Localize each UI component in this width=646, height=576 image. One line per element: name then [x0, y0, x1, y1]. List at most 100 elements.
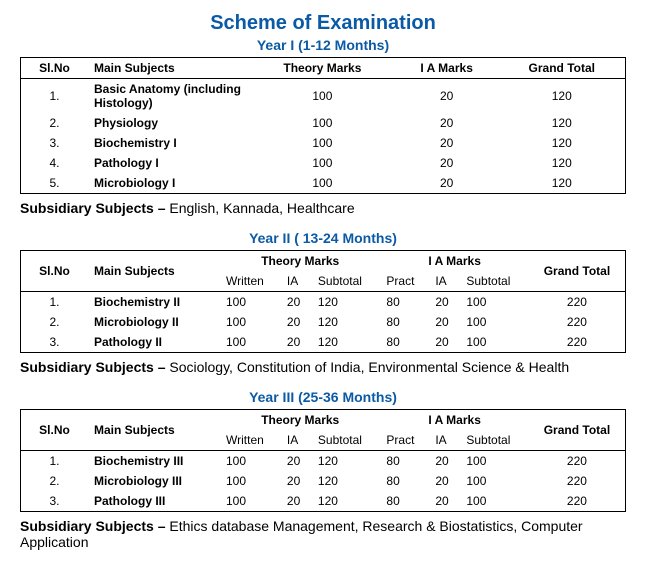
cell-total: 120	[498, 153, 625, 173]
year3-body: 1. Biochemistry III 100 20 120 80 20 100…	[21, 451, 626, 512]
col-written: Written	[220, 430, 281, 451]
cell-subject: Physiology	[88, 113, 250, 133]
col-written: Written	[220, 271, 281, 292]
cell-ia: 20	[395, 173, 499, 194]
year3-table: Sl.No Main Subjects Theory Marks I A Mar…	[20, 409, 626, 512]
cell-written: 100	[220, 332, 281, 353]
table-row: 1. Biochemistry III 100 20 120 80 20 100…	[21, 451, 626, 472]
cell-theory: 100	[250, 113, 395, 133]
col-theory-group: Theory Marks	[220, 251, 380, 272]
cell-ia2: 20	[429, 332, 460, 353]
cell-subtotal2: 100	[460, 332, 529, 353]
year2-table: Sl.No Main Subjects Theory Marks I A Mar…	[20, 250, 626, 353]
cell-subject: Biochemistry III	[88, 451, 220, 472]
cell-subtotal2: 100	[460, 491, 529, 512]
cell-slno: 4.	[21, 153, 89, 173]
table-row: 3. Pathology II 100 20 120 80 20 100 220	[21, 332, 626, 353]
cell-slno: 2.	[21, 471, 89, 491]
col-slno: Sl.No	[21, 58, 89, 79]
table-row: 2. Physiology 100 20 120	[21, 113, 626, 133]
year2-body: 1. Biochemistry II 100 20 120 80 20 100 …	[21, 292, 626, 353]
cell-ia: 20	[281, 471, 312, 491]
cell-slno: 3.	[21, 491, 89, 512]
year1-table: Sl.No Main Subjects Theory Marks I A Mar…	[20, 57, 626, 194]
cell-slno: 1.	[21, 79, 89, 114]
subsidiary-text: Sociology, Constitution of India, Enviro…	[169, 359, 569, 375]
year2-heading: Year II ( 13-24 Months)	[20, 230, 626, 246]
cell-ia: 20	[395, 79, 499, 114]
year1-body: 1. Basic Anatomy (including Histology) 1…	[21, 79, 626, 194]
cell-subject: Biochemistry I	[88, 133, 250, 153]
col-ia: IA	[281, 271, 312, 292]
cell-subtotal: 120	[312, 312, 381, 332]
year1-subsidiary: Subsidiary Subjects – English, Kannada, …	[20, 200, 626, 216]
cell-ia: 20	[395, 113, 499, 133]
year3-heading: Year III (25-36 Months)	[20, 389, 626, 405]
cell-subject: Microbiology II	[88, 312, 220, 332]
cell-ia2: 20	[429, 491, 460, 512]
col-ia: I A Marks	[395, 58, 499, 79]
col-subtotal: Subtotal	[312, 271, 381, 292]
table-row: 1. Basic Anatomy (including Histology) 1…	[21, 79, 626, 114]
cell-ia: 20	[281, 451, 312, 472]
cell-theory: 100	[250, 153, 395, 173]
col-theory-group: Theory Marks	[220, 410, 380, 431]
cell-subtotal: 120	[312, 292, 381, 313]
cell-written: 100	[220, 292, 281, 313]
table-row: 2. Microbiology II 100 20 120 80 20 100 …	[21, 312, 626, 332]
cell-subtotal2: 100	[460, 471, 529, 491]
cell-written: 100	[220, 312, 281, 332]
cell-subject: Microbiology I	[88, 173, 250, 194]
cell-ia: 20	[281, 312, 312, 332]
subsidiary-label: Subsidiary Subjects –	[20, 359, 166, 375]
cell-ia2: 20	[429, 292, 460, 313]
cell-ia: 20	[395, 133, 499, 153]
col-total: Grand Total	[529, 251, 626, 292]
col-subtotal2: Subtotal	[460, 430, 529, 451]
table-row: 3. Pathology III 100 20 120 80 20 100 22…	[21, 491, 626, 512]
col-pract: Pract	[380, 271, 429, 292]
col-ia-group: I A Marks	[380, 410, 528, 431]
cell-pract: 80	[380, 292, 429, 313]
cell-written: 100	[220, 491, 281, 512]
cell-total: 120	[498, 113, 625, 133]
cell-slno: 3.	[21, 133, 89, 153]
cell-ia: 20	[281, 292, 312, 313]
cell-subject: Microbiology III	[88, 471, 220, 491]
cell-slno: 5.	[21, 173, 89, 194]
cell-subtotal: 120	[312, 491, 381, 512]
subsidiary-label: Subsidiary Subjects –	[20, 200, 166, 216]
col-theory: Theory Marks	[250, 58, 395, 79]
year3-subsidiary: Subsidiary Subjects – Ethics database Ma…	[20, 518, 626, 550]
col-slno: Sl.No	[21, 410, 89, 451]
col-slno: Sl.No	[21, 251, 89, 292]
cell-subject: Pathology II	[88, 332, 220, 353]
year2-subsidiary: Subsidiary Subjects – Sociology, Constit…	[20, 359, 626, 375]
table-row: 2. Microbiology III 100 20 120 80 20 100…	[21, 471, 626, 491]
table-row: 3. Biochemistry I 100 20 120	[21, 133, 626, 153]
year1-heading: Year I (1-12 Months)	[20, 37, 626, 53]
cell-written: 100	[220, 451, 281, 472]
col-total: Grand Total	[529, 410, 626, 451]
cell-total: 120	[498, 133, 625, 153]
cell-subtotal2: 100	[460, 292, 529, 313]
cell-subtotal: 120	[312, 332, 381, 353]
cell-theory: 100	[250, 79, 395, 114]
subsidiary-text: English, Kannada, Healthcare	[169, 200, 354, 216]
cell-pract: 80	[380, 451, 429, 472]
cell-subtotal: 120	[312, 471, 381, 491]
col-subject: Main Subjects	[88, 410, 220, 451]
page-title: Scheme of Examination	[20, 12, 626, 35]
cell-subtotal: 120	[312, 451, 381, 472]
col-total: Grand Total	[498, 58, 625, 79]
cell-slno: 2.	[21, 312, 89, 332]
cell-subtotal2: 100	[460, 312, 529, 332]
cell-subtotal2: 100	[460, 451, 529, 472]
cell-theory: 100	[250, 133, 395, 153]
cell-pract: 80	[380, 471, 429, 491]
table-row: 1. Biochemistry II 100 20 120 80 20 100 …	[21, 292, 626, 313]
col-ia-group: I A Marks	[380, 251, 528, 272]
cell-ia2: 20	[429, 312, 460, 332]
col-ia2: IA	[429, 271, 460, 292]
cell-total: 120	[498, 79, 625, 114]
